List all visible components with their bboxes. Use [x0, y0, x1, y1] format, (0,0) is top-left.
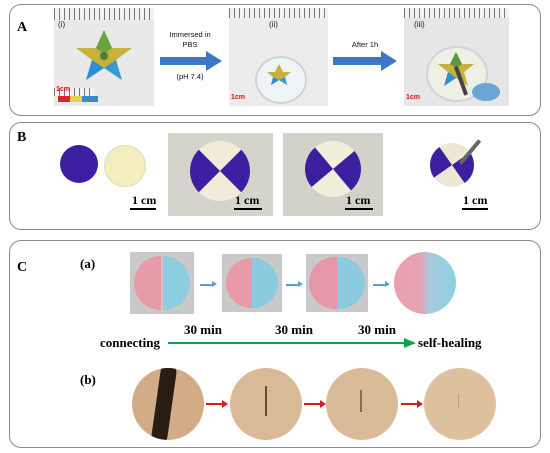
scale-text-b-4: 1 cm [463, 193, 487, 208]
scale-text-b-1: 1 cm [132, 193, 156, 208]
time-label-3: 30 min [358, 322, 396, 338]
arrow1-caption-line1: Immersed in [160, 30, 220, 39]
disc-a-1 [130, 252, 194, 314]
right-arrow-icon [160, 51, 222, 71]
color-strip [58, 96, 98, 102]
right-arrow-icon [333, 51, 397, 71]
blue-half [252, 258, 278, 308]
cream-disc [104, 145, 146, 187]
panel-b-label: B [17, 130, 26, 146]
right-arrow-icon [286, 284, 300, 286]
skin-b-2 [230, 368, 302, 440]
photo-a-iii: (iii) 1cm [404, 8, 509, 106]
scale-label-a-i: 1cm [56, 86, 70, 93]
right-arrow-icon [206, 403, 224, 405]
disc-a-2 [222, 254, 282, 312]
dark-cut [151, 368, 178, 440]
time-label-2: 30 min [275, 322, 313, 338]
sub-label-ii: (ii) [269, 20, 278, 29]
blue-half [163, 256, 190, 310]
row-b-label: (b) [80, 372, 96, 388]
arrow1-caption-line3: (pH 7.4) [160, 72, 220, 81]
panel-a-label: A [17, 20, 27, 36]
time-label-1: 30 min [184, 322, 222, 338]
disc-a-3 [306, 254, 368, 312]
row-a-label: (a) [80, 256, 95, 272]
pink-half [134, 256, 161, 310]
sub-label-i: (i) [58, 20, 65, 29]
sub-label-iii: (iii) [414, 20, 425, 29]
self-healing-label: self-healing [418, 335, 482, 351]
cut-line [360, 390, 362, 412]
photo-a-ii: (ii) 1cm [229, 8, 328, 106]
merged-disc [394, 252, 456, 314]
quadrant-hydrogel-image [418, 133, 500, 193]
skin-b-1 [132, 368, 204, 440]
skin-b-3 [326, 368, 398, 440]
pink-half [309, 257, 337, 309]
blue-half [337, 257, 365, 309]
scale-label-a-ii: 1cm [231, 94, 245, 101]
scale-bar-b-3 [345, 208, 373, 210]
healed-mark [458, 394, 459, 408]
right-arrow-icon [200, 284, 214, 286]
scale-bar-b-2 [234, 208, 262, 210]
scale-text-b-2: 1 cm [235, 193, 259, 208]
skin-b-4 [424, 368, 496, 440]
arrow1-caption-line2: PBS [160, 40, 220, 49]
green-arrow-icon [168, 338, 416, 348]
pink-half [226, 258, 252, 308]
right-arrow-icon [401, 403, 419, 405]
photo-a-i: (i) 1cm [54, 8, 154, 106]
scale-label-a-iii: 1cm [406, 94, 420, 101]
purple-disc [60, 145, 98, 183]
star-hydrogel-image [229, 8, 328, 106]
scale-bar-b-4 [462, 208, 488, 210]
disc-a-4 [392, 250, 460, 316]
panel-c-label: C [17, 260, 27, 276]
scale-text-b-3: 1 cm [346, 193, 370, 208]
right-arrow-icon [304, 403, 322, 405]
right-arrow-icon [373, 284, 387, 286]
connecting-label: connecting [100, 335, 160, 351]
arrow2-caption: After 1h [333, 40, 397, 49]
photo-b-4 [418, 133, 500, 193]
scale-bar-b-1 [130, 208, 156, 210]
cut-line [265, 386, 267, 416]
